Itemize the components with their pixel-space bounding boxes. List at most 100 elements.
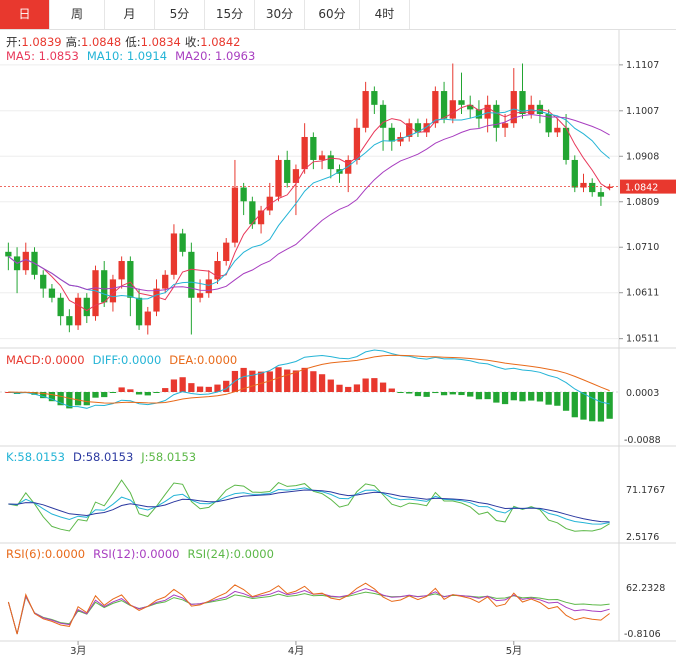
candle-body [597, 192, 605, 197]
time-tick-label: 4月 [288, 645, 304, 657]
tab-3[interactable]: 5分 [155, 0, 205, 29]
rsi-panel [7, 582, 610, 635]
candle-body [475, 109, 483, 119]
macd-bar [83, 392, 90, 406]
macd-bar [562, 392, 570, 411]
macd-bar [101, 392, 108, 398]
tab-6[interactable]: 60分 [305, 0, 360, 29]
macd-bar [397, 392, 404, 393]
macd-panel [0, 349, 619, 422]
candle-body [562, 127, 570, 160]
rsi-tick-bottom: -0.8106 [624, 629, 661, 640]
macd-bar [510, 392, 517, 401]
k-line [8, 487, 610, 525]
time-axis: 3月 4月 5月 [70, 641, 522, 657]
time-tick-label: 5月 [506, 645, 522, 657]
candle-body [327, 155, 334, 170]
macd-bar [336, 384, 343, 392]
macd-legend: MACD:0.0000 DIFF:0.0000 DEA:0.0000 [6, 353, 237, 367]
candle-body [153, 288, 160, 312]
candle-body [257, 210, 265, 225]
macd-bar [379, 382, 387, 392]
macd-bar [127, 389, 134, 392]
macd-bar [257, 371, 265, 392]
candle-body [423, 123, 430, 133]
macd-bar [554, 392, 561, 406]
macd-bar [275, 367, 282, 392]
candle-body [545, 114, 552, 133]
candle-body [170, 233, 178, 275]
tab-0[interactable]: 日 [0, 0, 50, 29]
tab-7[interactable]: 4时 [360, 0, 410, 29]
moving-average-lines [8, 104, 610, 312]
candle-body [92, 270, 99, 317]
tab-2[interactable]: 月 [105, 0, 155, 29]
candle-body [388, 127, 395, 142]
macd-bar [388, 388, 395, 392]
macd-bar [536, 392, 544, 402]
macd-bar [188, 383, 195, 392]
macd-bar [109, 392, 117, 393]
candle-body [440, 91, 448, 119]
macd-bar [135, 392, 143, 395]
macd-bar [589, 392, 596, 422]
macd-bar [301, 367, 308, 392]
tab-4[interactable]: 15分 [205, 0, 255, 29]
candle-body [109, 279, 117, 303]
ma-legend: MA5: 1.0853 MA10: 1.0914 MA20: 1.0963 [6, 49, 255, 63]
macd-bar [162, 388, 169, 392]
macd-bar [310, 371, 317, 392]
ma5-line [8, 104, 610, 312]
ohlc-open: 开:1.0839 高:1.0848 低:1.0834 收:1.0842 [6, 35, 241, 49]
macd-bar [501, 392, 509, 405]
candle-body [118, 261, 125, 280]
macd-bar [475, 392, 483, 400]
macd-bar [284, 369, 291, 392]
diff-line [8, 349, 610, 409]
macd-bar [223, 380, 230, 392]
rsi12-line [7, 588, 610, 635]
candle-body [432, 91, 439, 124]
candle-body [519, 91, 526, 115]
price-tick-label: 1.0511 [626, 334, 659, 345]
macd-bar [362, 378, 369, 392]
candle-body [196, 293, 204, 298]
macd-bar [371, 378, 378, 392]
candle-body [493, 104, 500, 128]
candle-body [74, 297, 82, 326]
kdj-tick-bottom: 2.5176 [626, 532, 659, 543]
time-tick-label: 3月 [70, 645, 86, 657]
candle-body [144, 311, 151, 326]
candle-body [414, 123, 422, 133]
candle-body [214, 261, 221, 280]
kdj-tick-top: 71.1767 [626, 485, 665, 496]
rsi24-line [7, 591, 610, 635]
macd-bar [40, 392, 47, 399]
macd-bar [458, 392, 465, 396]
candle-body [179, 233, 186, 252]
candle-body [66, 316, 73, 326]
candle-body [240, 187, 247, 202]
candle-body [458, 100, 465, 105]
candle-body [135, 297, 143, 326]
tab-5[interactable]: 30分 [255, 0, 305, 29]
macd-bar [432, 392, 439, 394]
candle-body [40, 274, 47, 289]
candle-body [589, 182, 596, 193]
macd-bar [423, 392, 430, 397]
macd-bar [414, 392, 422, 397]
macd-bar [214, 384, 221, 392]
macd-bar [170, 379, 178, 392]
macd-bar [266, 371, 273, 392]
macd-bar [196, 386, 204, 392]
macd-bar [153, 392, 160, 393]
price-tick-label: 1.1107 [626, 60, 659, 71]
candle-body [275, 159, 282, 197]
candle-body [554, 127, 561, 133]
macd-bar [528, 392, 535, 401]
candle-body [371, 91, 378, 105]
rsi-tick-top: 62.2328 [626, 583, 665, 594]
candle-body [484, 104, 491, 119]
tab-1[interactable]: 周 [50, 0, 105, 29]
macd-bar [440, 392, 448, 396]
